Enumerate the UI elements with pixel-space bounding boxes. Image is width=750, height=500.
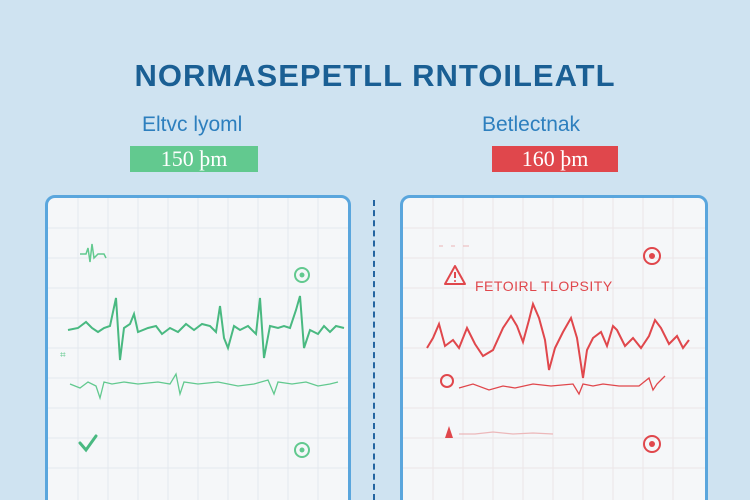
center-divider <box>373 200 375 500</box>
left-main-trace <box>67 295 345 361</box>
left-top-trace <box>80 243 107 263</box>
alert-ring-icon <box>440 374 454 388</box>
status-dot-icon-bottom <box>294 442 310 458</box>
left-ecg-svg: ⌗ <box>48 198 348 500</box>
status-dot-icon <box>294 267 310 283</box>
warning-text: FETOIRL TLOPSITY <box>475 278 613 294</box>
left-ecg-panel: ⌗ <box>45 195 351 500</box>
right-lower-trace <box>458 375 666 396</box>
hash-icon: ⌗ <box>60 350 66 361</box>
warning-triangle-icon <box>444 265 466 285</box>
left-grid <box>48 198 348 500</box>
left-lower-trace <box>69 372 339 401</box>
check-icon <box>78 434 98 453</box>
page-title: NORMASEPETLL RNTOILEATL <box>134 58 616 93</box>
warning-drop-icon <box>445 426 453 438</box>
right-subtitle: Betlectnak <box>482 113 581 136</box>
right-rate-badge: 160 þm <box>492 146 618 172</box>
alert-circle-icon <box>643 247 661 265</box>
right-ecg-panel: FETOIRL TLOPSITY <box>400 195 708 500</box>
right-bottom-trace <box>459 431 554 435</box>
right-main-trace <box>426 300 690 379</box>
left-rate-badge: 150 þm <box>130 146 258 172</box>
left-subtitle: Eltvc lyoml <box>142 113 243 136</box>
right-ecg-svg <box>403 198 705 500</box>
alert-circle-icon-bottom <box>643 435 661 453</box>
